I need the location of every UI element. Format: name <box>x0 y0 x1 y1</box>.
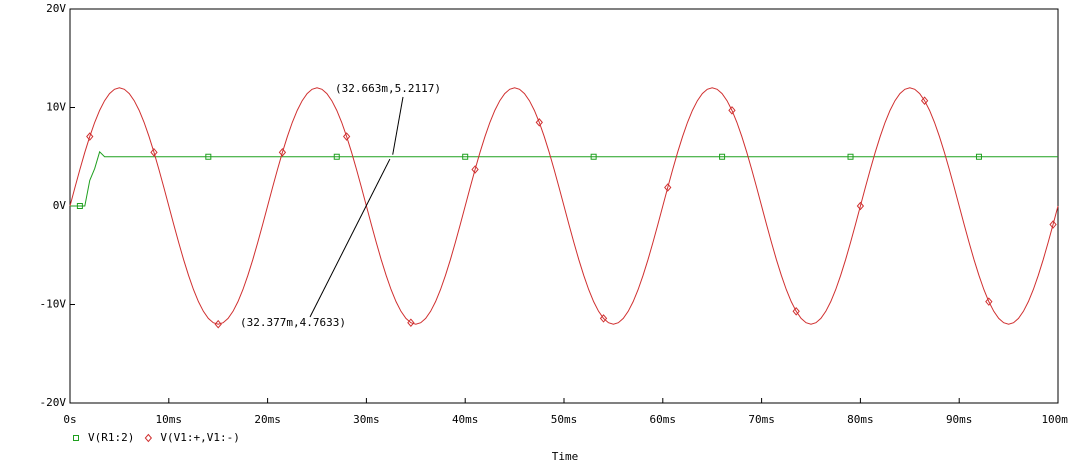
point-marker <box>205 153 212 160</box>
x-tick-label: 60ms <box>650 413 677 426</box>
point-marker <box>856 201 865 211</box>
x-tick-label: 10ms <box>156 413 183 426</box>
point-marker <box>719 153 726 160</box>
legend-label: V(R1:2) <box>88 431 134 444</box>
point-marker <box>342 132 351 141</box>
x-axis-label: Time <box>552 450 579 463</box>
point-marker <box>73 435 79 441</box>
point-marker <box>847 153 854 160</box>
point-marker <box>590 153 597 160</box>
point-marker <box>214 319 222 329</box>
legend-label: V(V1:+,V1:-) <box>160 431 239 444</box>
x-tick-label: 50ms <box>551 413 578 426</box>
point-marker <box>535 118 543 127</box>
point-marker <box>985 297 993 306</box>
point-marker <box>792 307 800 316</box>
series-line <box>69 87 1059 325</box>
point-marker <box>920 96 929 105</box>
point-marker <box>76 203 83 209</box>
y-tick-label: -10V <box>40 298 67 311</box>
y-tick-label: 10V <box>46 101 66 114</box>
x-tick-label: 40ms <box>452 413 479 426</box>
point-marker <box>462 153 469 160</box>
x-tick-label: 80ms <box>847 413 874 426</box>
point-marker <box>975 153 982 160</box>
point-marker <box>144 433 153 443</box>
point-marker <box>728 106 736 115</box>
point-marker <box>407 318 415 327</box>
annotation-leader <box>309 158 391 318</box>
x-tick-label: 100ms <box>1041 413 1069 426</box>
annotation-label: (32.663m,5.2117) <box>335 82 441 95</box>
point-marker <box>150 148 158 157</box>
series-line <box>70 150 1058 207</box>
annotation-label: (32.377m,4.7633) <box>240 316 346 329</box>
point-marker <box>471 165 479 174</box>
point-marker <box>664 183 672 192</box>
x-tick-label: 70ms <box>748 413 775 426</box>
y-tick-label: 0V <box>53 199 67 212</box>
x-tick-label: 20ms <box>254 413 281 426</box>
y-tick-label: 20V <box>46 2 66 15</box>
x-tick-label: 30ms <box>353 413 380 426</box>
point-marker <box>86 132 94 141</box>
point-marker <box>1049 220 1057 229</box>
y-tick-label: -20V <box>40 396 67 409</box>
annotation-leader <box>392 96 404 155</box>
x-tick-label: 0s <box>63 413 76 426</box>
point-marker <box>599 314 608 323</box>
point-marker <box>333 153 340 160</box>
point-marker <box>278 148 287 157</box>
x-tick-label: 90ms <box>946 413 973 426</box>
